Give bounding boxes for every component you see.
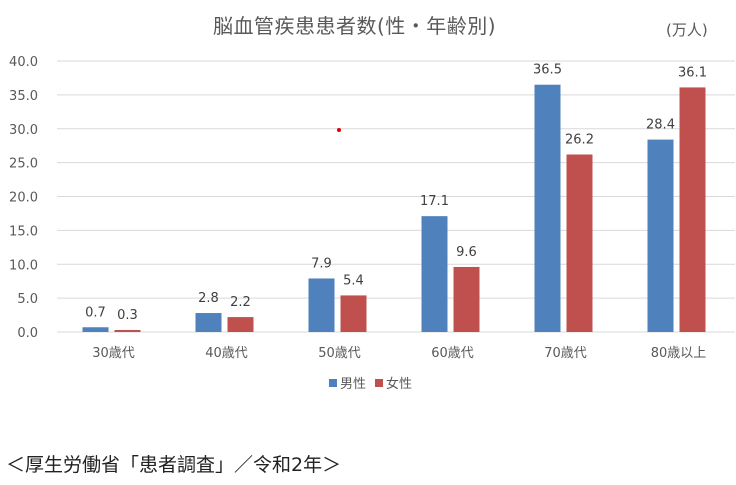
x-tick-label: 70歳代 xyxy=(544,346,587,361)
data-label: 0.7 xyxy=(85,305,106,320)
legend-label: 女性 xyxy=(386,376,412,392)
bar-female xyxy=(114,329,141,332)
x-tick-label: 50歳代 xyxy=(318,346,361,361)
y-tick-label: 0.0 xyxy=(17,326,38,341)
y-tick-label: 15.0 xyxy=(9,224,38,239)
bar-female xyxy=(340,295,367,332)
y-tick-label: 30.0 xyxy=(9,123,38,138)
x-tick-label: 40歳代 xyxy=(205,346,248,361)
source-citation: ＜厚生労働省「患者調査」／令和2年＞ xyxy=(6,454,342,476)
legend-swatch xyxy=(329,379,337,387)
data-label: 17.1 xyxy=(420,194,449,209)
data-label: 36.5 xyxy=(533,63,562,78)
y-tick-label: 20.0 xyxy=(9,191,38,206)
data-label: 28.4 xyxy=(646,118,675,133)
x-tick-label: 30歳代 xyxy=(92,346,135,361)
bar-chart: 0.0 5.0 10.0 15.0 20.0 25.0 30.0 35.0 40.0 30歳代 0.… xyxy=(9,55,735,392)
y-tick-label: 40.0 xyxy=(9,55,38,70)
bar-male xyxy=(195,313,222,332)
data-label: 2.2 xyxy=(230,295,251,310)
chart-title: 脳血管疾患患者数(性・年齢別) xyxy=(213,14,497,38)
y-tick-label: 25.0 xyxy=(9,157,38,172)
legend-label: 男性 xyxy=(340,377,366,392)
bar-male xyxy=(308,278,335,332)
data-label: 26.2 xyxy=(565,132,594,147)
bar-female xyxy=(227,317,254,332)
data-label: 0.3 xyxy=(117,308,138,323)
bar-male xyxy=(82,327,109,332)
stray-dot xyxy=(337,128,341,132)
data-label: 5.4 xyxy=(343,273,364,288)
x-tick-label: 60歳代 xyxy=(431,346,474,361)
unit-label: (万人) xyxy=(666,21,708,39)
data-label: 2.8 xyxy=(198,291,219,306)
bar-female xyxy=(679,87,706,332)
bar-female xyxy=(453,266,480,332)
legend-swatch xyxy=(375,379,383,387)
data-label: 7.9 xyxy=(311,256,332,271)
bar-male xyxy=(421,216,448,332)
data-label: 9.6 xyxy=(456,245,477,260)
bar-female xyxy=(566,154,593,332)
y-tick-label: 10.0 xyxy=(9,258,38,273)
bar-male xyxy=(647,139,674,332)
x-tick-label: 80歳以上 xyxy=(651,346,707,361)
bar-male xyxy=(534,84,561,333)
y-tick-label: 5.0 xyxy=(17,292,38,307)
y-tick-label: 35.0 xyxy=(9,89,38,104)
data-label: 36.1 xyxy=(678,65,707,80)
